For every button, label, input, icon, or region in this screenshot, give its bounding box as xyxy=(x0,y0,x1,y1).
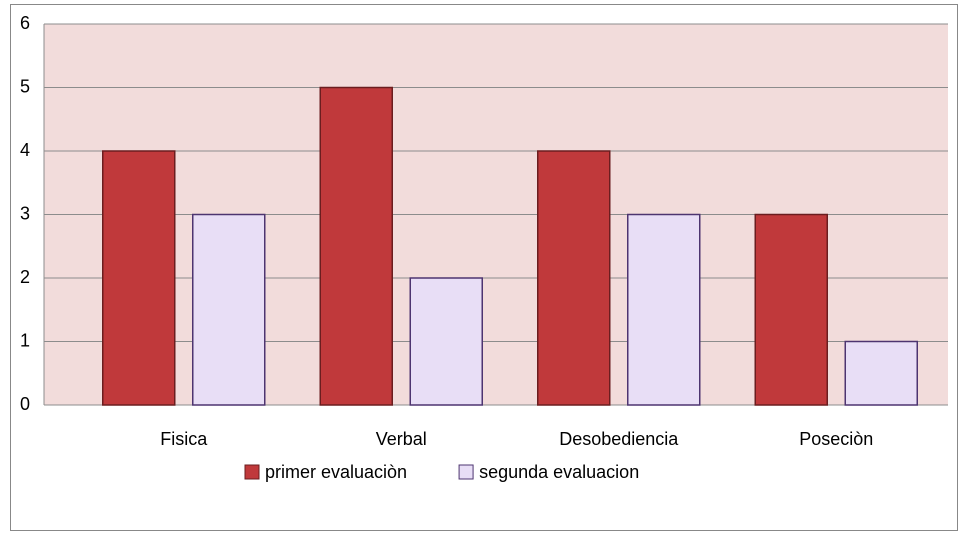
legend-swatch xyxy=(244,464,260,480)
y-tick-label: 2 xyxy=(20,267,30,287)
legend-label: primer evaluaciòn xyxy=(265,462,407,482)
legend-label: segunda evaluacion xyxy=(479,462,639,482)
y-tick-label: 1 xyxy=(20,330,30,350)
bar xyxy=(409,277,483,406)
x-tick-label: Fisica xyxy=(160,429,208,449)
y-tick-label: 4 xyxy=(20,140,30,160)
bar xyxy=(319,86,393,406)
x-tick-label: Desobediencia xyxy=(559,429,679,449)
y-tick-label: 5 xyxy=(20,76,30,96)
y-tick-label: 3 xyxy=(20,203,30,223)
x-tick-label: Verbal xyxy=(376,429,427,449)
y-tick-label: 0 xyxy=(20,394,30,414)
bar xyxy=(537,150,611,406)
y-tick-label: 6 xyxy=(20,13,30,33)
bar xyxy=(754,213,828,406)
bar xyxy=(192,213,266,406)
bar xyxy=(844,340,918,406)
bar xyxy=(102,150,176,406)
x-tick-label: Poseciòn xyxy=(799,429,873,449)
legend-swatch xyxy=(458,464,474,480)
bar xyxy=(627,213,701,406)
